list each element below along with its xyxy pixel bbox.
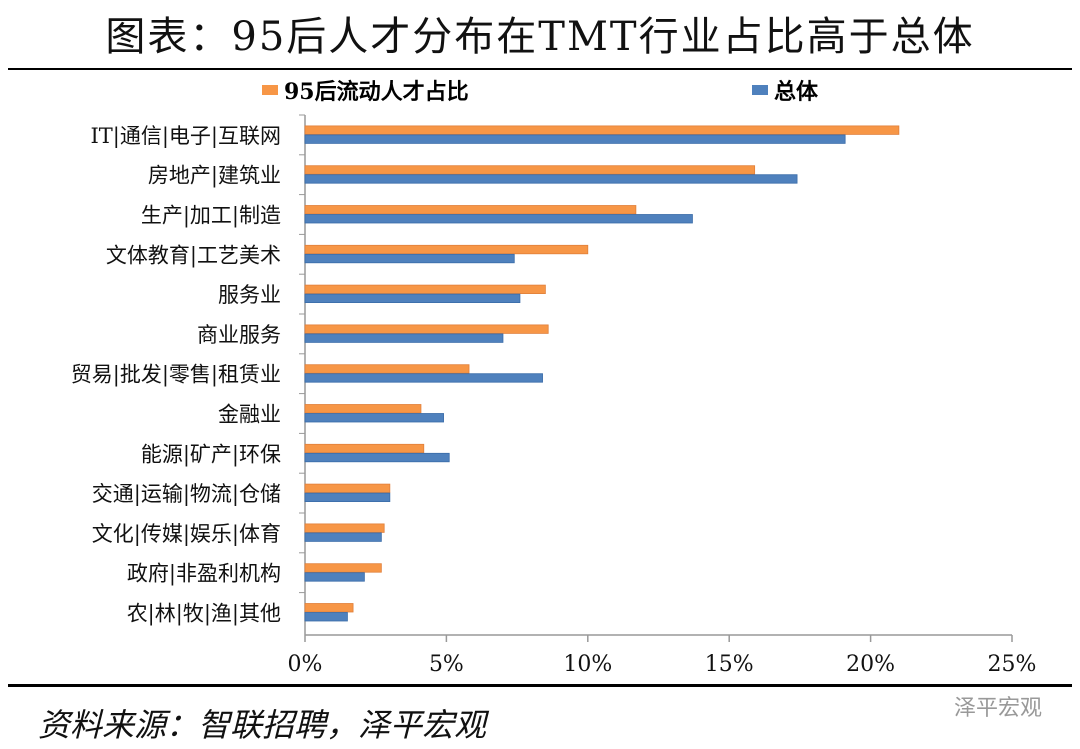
chart-title: 图表：95后人才分布在TMT行业占比高于总体 [105, 14, 975, 60]
x-tick-label: 5% [429, 652, 464, 677]
bar-chart: 0% 5% 10% 15% 20% 25% IT|通信|电子|互联网房地产|建筑业生产|加工… [71, 114, 1037, 677]
bar-total [304, 134, 846, 144]
x-tick-label: 15% [705, 652, 754, 677]
bar-total [304, 532, 382, 542]
bar-total [304, 612, 348, 622]
bar-95 [304, 165, 756, 175]
bar-total [304, 253, 515, 264]
legend-label: 总体 [774, 79, 819, 105]
category-label: 房地产|建筑业 [148, 164, 281, 189]
x-tick-label: 0% [288, 652, 323, 677]
x-tick-label: 20% [846, 652, 895, 677]
legend-swatch-orange [262, 85, 278, 95]
bar-95 [304, 244, 589, 255]
bar-95 [304, 125, 900, 135]
legend-item-95: 95后流动人才占比 [262, 74, 469, 106]
bar-95 [304, 284, 546, 295]
category-label: 贸易|批发|零售|租赁业 [71, 363, 281, 388]
bar-95 [304, 324, 549, 334]
category-label: 商业服务 [197, 323, 281, 347]
bar-95 [304, 404, 422, 414]
bar-total [304, 293, 521, 304]
bar-total [304, 572, 365, 582]
bar-total [304, 174, 798, 184]
bar-95 [304, 483, 391, 494]
legend-item-total: 总体 [752, 74, 818, 106]
x-tick-label: 10% [563, 652, 612, 677]
bar-95 [304, 523, 385, 533]
bar-95 [304, 443, 425, 454]
bar-total [304, 333, 504, 343]
legend: 95后流动人才占比 总体 [0, 74, 1080, 106]
bar-95 [304, 364, 470, 374]
bar-95 [304, 205, 637, 215]
category-label: 文化|传媒|娱乐|体育 [92, 522, 281, 547]
bar-total [304, 373, 543, 383]
category-label: 能源|矿产|环保 [141, 442, 281, 467]
legend-label: 95后流动人才占比 [284, 79, 469, 105]
bar-total [304, 452, 450, 463]
x-tick-label: 25% [988, 652, 1037, 677]
watermark: 泽平宏观 [953, 696, 1042, 721]
bar-total [304, 214, 693, 224]
bar-95 [304, 563, 382, 573]
category-label: 交通|运输|物流|仓储 [92, 482, 281, 507]
bar-total [304, 492, 391, 503]
category-label: 金融业 [218, 403, 281, 427]
legend-swatch-blue [752, 85, 768, 95]
category-label: 文体教育|工艺美术 [106, 243, 281, 268]
category-label: 服务业 [218, 283, 281, 307]
source-note: 资料来源：智联招聘，泽平宏观 [38, 706, 487, 744]
category-label: 政府|非盈利机构 [127, 562, 281, 587]
bottom-divider [8, 684, 1072, 687]
bar-95 [304, 603, 354, 613]
category-label: IT|通信|电子|互联网 [90, 124, 281, 149]
title-divider [8, 68, 1072, 70]
category-label: 农|林|牧|渔|其他 [127, 602, 281, 627]
category-label: 生产|加工|制造 [141, 204, 281, 229]
bar-total [304, 413, 444, 423]
